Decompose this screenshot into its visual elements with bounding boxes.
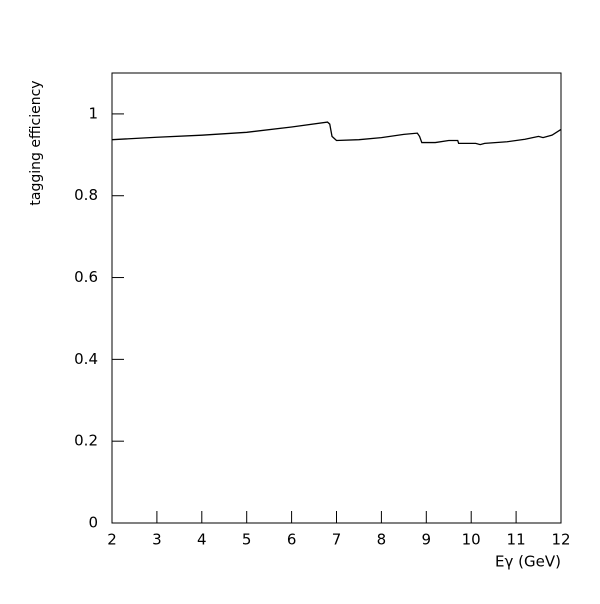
x-tick-label: 3 [152, 531, 162, 549]
x-tick-label: 11 [507, 531, 526, 549]
y-tick-label: 0.4 [74, 350, 98, 368]
y-tick-label: 0.8 [74, 186, 98, 204]
data-line [111, 121, 562, 146]
x-axis-label: Eγ (GeV) [495, 553, 561, 571]
x-tick-label: 7 [332, 531, 342, 549]
x-tick-label: 9 [422, 531, 432, 549]
x-tick-label: 10 [462, 531, 481, 549]
y-tick-label: 0.6 [74, 268, 98, 286]
x-tick-label: 5 [242, 531, 252, 549]
x-tick-label: 12 [551, 531, 570, 549]
x-tick-label: 8 [377, 531, 387, 549]
y-axis-label: tagging efficiency [28, 80, 44, 205]
y-tick-label: 0 [88, 514, 98, 532]
x-tick-label: 2 [107, 531, 117, 549]
y-tick-label: 1 [88, 104, 98, 122]
y-tick-label: 0.2 [74, 432, 98, 450]
x-tick-label: 6 [287, 531, 297, 549]
x-tick-label: 4 [197, 531, 207, 549]
